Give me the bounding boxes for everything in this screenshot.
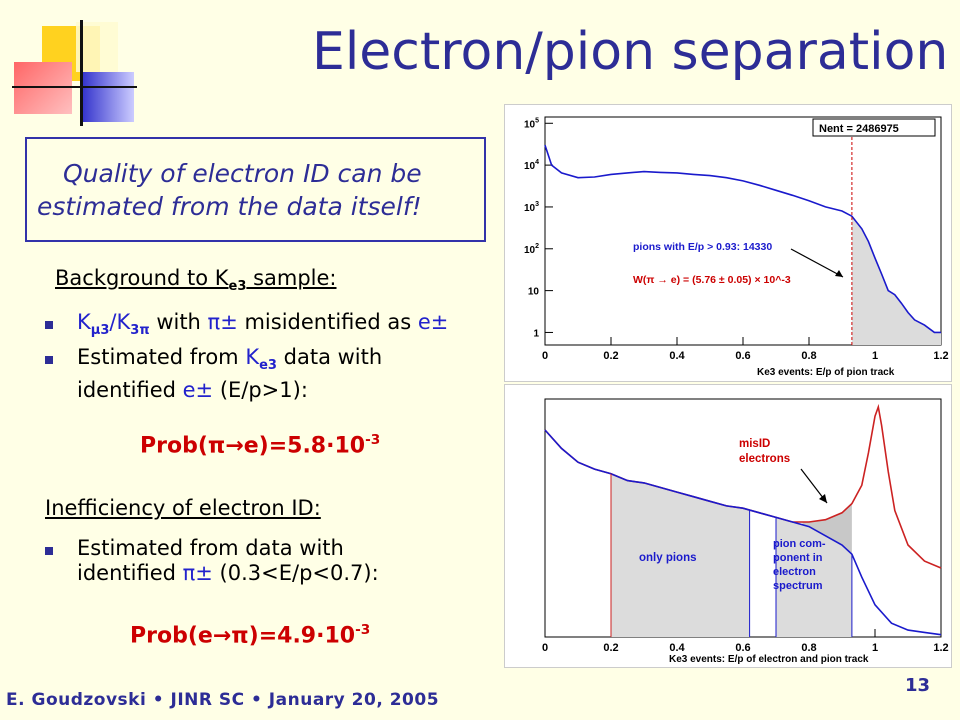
x-tick-label: 1.2: [933, 350, 948, 362]
y-tick-label: 10: [528, 287, 540, 298]
only-pions-label: only pions: [639, 552, 697, 564]
bullet-background-channels: Kμ3/K3π with π± misidentified as e±: [77, 310, 449, 339]
y-tick-label: 102: [524, 243, 539, 256]
y-tick-label: 103: [524, 201, 539, 214]
bullet-marker: [45, 547, 53, 555]
callout-line-2: estimated from the data itself!: [37, 192, 422, 221]
bullet-estimated-from-data: Estimated from data with identified π± (…: [77, 536, 379, 585]
x-tick-label: 0.4: [669, 350, 685, 362]
logo-pale-square: [76, 22, 118, 72]
x-tick-label: 0.2: [603, 642, 618, 654]
y-tick-label: 105: [524, 117, 539, 130]
callout-line-1: Quality of electron ID can be: [63, 159, 422, 188]
prob-e-to-pi: Prob(e→π)=4.9·10-3: [130, 622, 371, 649]
background-heading: Background to Ke3 sample:: [55, 266, 337, 295]
callout-text: Quality of electron ID can be estimated …: [37, 157, 478, 223]
x-tick-label: 0.6: [735, 642, 750, 654]
y-tick-label: 104: [524, 159, 539, 172]
misid-electrons-region: [802, 503, 852, 555]
annotation-pions: pions with E/p > 0.93: 14330: [633, 241, 772, 253]
callout-box: Quality of electron ID can be estimated …: [25, 137, 486, 242]
bullet-estimated-from-ke3: Estimated from Ke3 data with identified …: [77, 345, 383, 403]
chart-pion-ep: 0 0.2 0.4 0.6 0.8 1 1.2 1 10 102 103 104 105 Nent = …: [524, 116, 949, 378]
y-tick-label: 1: [533, 328, 539, 339]
x-tick-label: 0.8: [801, 350, 816, 362]
annotation-arrowhead: [835, 270, 843, 277]
x-tick-label: 0.6: [735, 350, 750, 362]
pion-ep-series: [544, 429, 942, 636]
page-number: 13: [905, 675, 931, 696]
logo-horizontal-line: [12, 86, 137, 88]
slide-title: Electron/pion separation: [312, 22, 949, 82]
x-tick-label: 0.8: [801, 642, 816, 654]
bullet-marker: [45, 356, 53, 364]
annotation-arrow: [790, 248, 844, 278]
x-tick-label: 1: [872, 642, 878, 654]
selected-region-fill: [851, 216, 941, 345]
chart-electron-pion-ep-panel: 0 0.2 0.4 0.6 0.8 1 1.2 only pions pion com-po…: [504, 384, 952, 668]
pion-component-label: pion com-ponent in electron spectrum: [773, 538, 826, 592]
bullet-marker: [45, 321, 53, 329]
x-axis-label: Ke3 events: E/p of electron and pion tra…: [669, 654, 869, 665]
misid-arrowhead: [819, 494, 827, 503]
pion-ep-series: [544, 144, 941, 334]
logo-blue-square: [82, 72, 134, 122]
annotation-misid-rate: W(π → e) = (5.76 ± 0.05) × 10^-3: [633, 274, 791, 286]
chart-pion-ep-panel: 0 0.2 0.4 0.6 0.8 1 1.2 1 10 102 103 104 105 Nent = …: [504, 104, 952, 382]
inefficiency-heading: Inefficiency of electron ID:: [45, 496, 321, 520]
logo-red-square: [14, 62, 72, 114]
misid-electrons-label: misID electrons: [739, 438, 790, 465]
chart-electron-pion-ep: 0 0.2 0.4 0.6 0.8 1 1.2 only pions pion com-po…: [542, 398, 949, 665]
x-tick-label: 1.2: [933, 642, 948, 654]
x-tick-label: 0.4: [669, 642, 685, 654]
x-tick-label: 1: [872, 350, 878, 362]
logo-vertical-line: [80, 20, 83, 126]
stats-box-text: Nent = 2486975: [819, 123, 899, 135]
x-tick-label: 0: [542, 350, 548, 362]
x-tick-label: 0: [542, 642, 548, 654]
logo-decoration: [12, 20, 137, 130]
x-tick-label: 0.2: [603, 350, 618, 362]
footer-text: E. Goudzovski • JINR SC • January 20, 20…: [6, 690, 440, 710]
only-pions-region: [611, 473, 750, 637]
stats-box: [812, 118, 936, 137]
x-axis-label: Ke3 events: E/p of pion track: [757, 367, 895, 378]
pion-component-region: [776, 517, 852, 637]
prob-pi-to-e: Prob(π→e)=5.8·10-3: [140, 432, 381, 459]
